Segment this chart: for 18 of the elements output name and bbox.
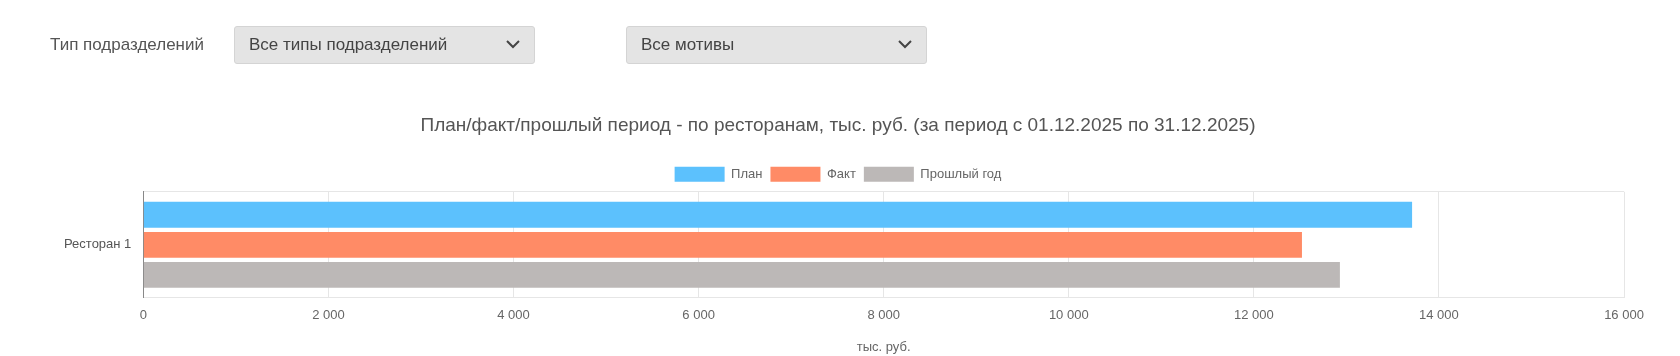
legend-label: Факт bbox=[826, 165, 856, 181]
x-tick-label: 2 000 bbox=[312, 307, 345, 323]
x-tick-label: 6 000 bbox=[682, 307, 715, 323]
y-tick-label: Ресторан 1 bbox=[63, 236, 132, 252]
x-tick-label: 10 000 bbox=[1048, 307, 1089, 323]
text: Тип подразделений bbox=[50, 34, 204, 56]
x-tick-label: 14 000 bbox=[1419, 307, 1459, 323]
legend-label: Прошлый год bbox=[920, 165, 1002, 181]
chart-title: План/факт/прошлый период - по ресторанам, тыс. руб. (за период с 01.12.2025 по 31.12.2025) bbox=[420, 113, 1256, 135]
x-tick-label: 4 000 bbox=[497, 307, 530, 323]
x-tick-label: 12 000 bbox=[1233, 307, 1274, 323]
x-tick-label: 16 000 bbox=[1604, 307, 1644, 323]
text: Все типы подразделений bbox=[249, 35, 448, 54]
x-tick-label: 8 000 bbox=[867, 307, 900, 323]
x-axis-title: тыс. руб. bbox=[856, 338, 911, 354]
text: Все мотивы bbox=[641, 35, 735, 54]
legend-label: План bbox=[731, 165, 763, 181]
x-tick-label: 0 bbox=[139, 307, 147, 323]
